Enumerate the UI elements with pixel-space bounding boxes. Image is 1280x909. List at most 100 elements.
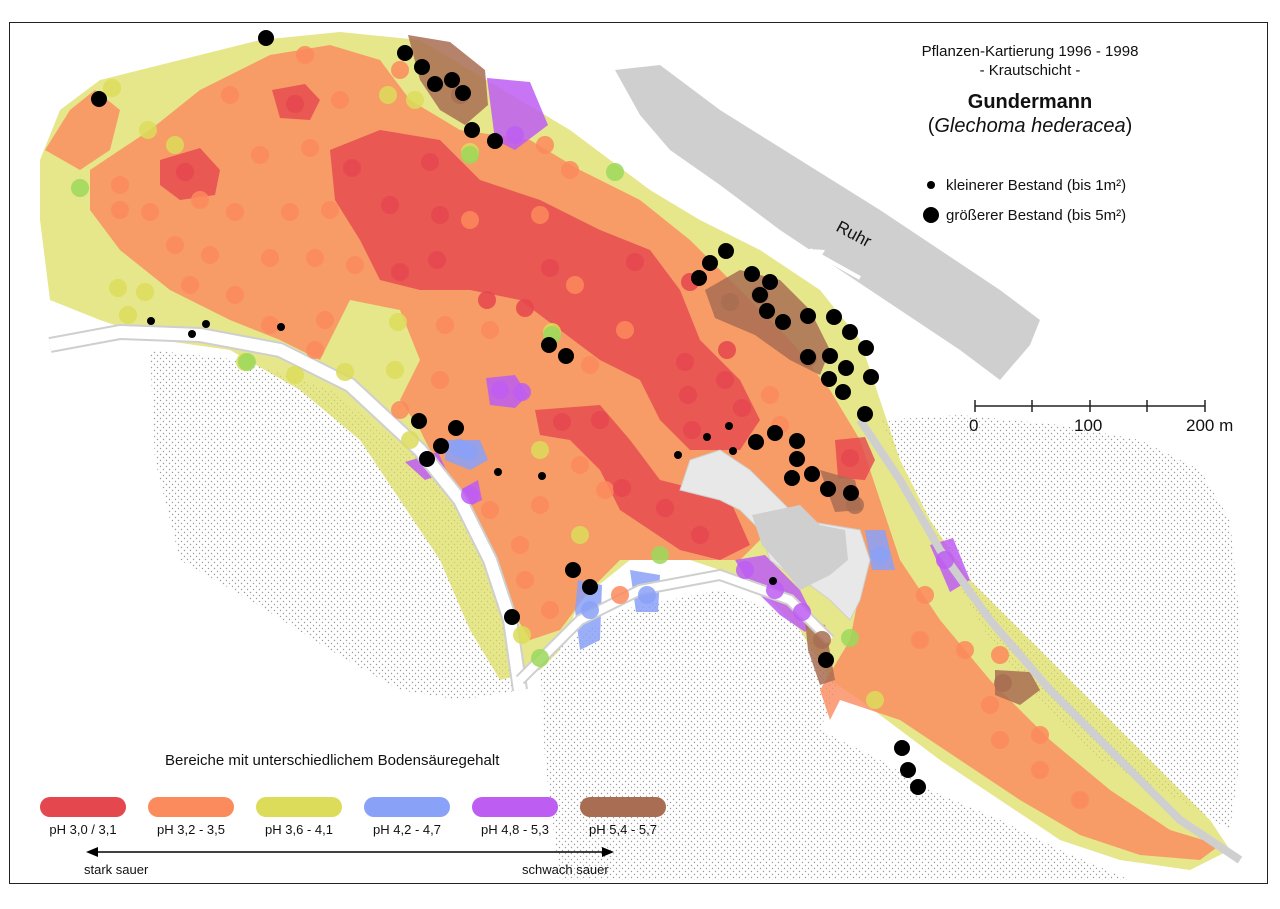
sample-point [571, 456, 589, 474]
stippled-area-east [880, 415, 1240, 830]
large-occurrence-dot [900, 762, 916, 778]
small-occurrence-dot [538, 472, 546, 480]
large-occurrence-dot [718, 243, 734, 259]
sample-point [841, 449, 859, 467]
large-occurrence-dot [433, 438, 449, 454]
large-occurrence-dot [541, 337, 557, 353]
sample-point [461, 211, 479, 229]
sample-point [541, 601, 559, 619]
sample-point [119, 306, 137, 324]
sample-point [431, 371, 449, 389]
sample-point [109, 279, 127, 297]
sample-point [166, 136, 184, 154]
large-occurrence-dot [427, 76, 443, 92]
sample-point [286, 95, 304, 113]
large-occurrence-dot [558, 348, 574, 364]
survey-title: Pflanzen-Kartierung 1996 - 1998 [921, 43, 1139, 60]
sample-point [343, 159, 361, 177]
small-occurrence-dot [494, 468, 502, 476]
sample-point [721, 293, 739, 311]
large-occurrence-dot [857, 406, 873, 422]
sample-point [191, 191, 209, 209]
sample-point [176, 163, 194, 181]
sample-point [316, 311, 334, 329]
scale-label-100: 100 [1074, 416, 1103, 435]
ph-label: pH 3,0 / 3,1 [49, 822, 117, 837]
sample-point [981, 696, 999, 714]
big-dot-icon [923, 207, 939, 223]
sample-point [516, 571, 534, 589]
sample-point [1071, 791, 1089, 809]
ph-legend: pH 3,0 / 3,1 pH 3,2 - 3,5 pH 3,6 - 4,1 p… [40, 797, 666, 837]
sample-point [406, 91, 424, 109]
small-occurrence-dot [674, 451, 682, 459]
sample-point [478, 291, 496, 309]
road-east [856, 417, 1243, 864]
sample-point [513, 383, 531, 401]
sample-point [813, 631, 831, 649]
sample-point [511, 536, 529, 554]
sample-point [553, 413, 571, 431]
sample-point [491, 381, 509, 399]
region-ph54-c [805, 620, 835, 685]
sample-point [261, 249, 279, 267]
sample-point [141, 203, 159, 221]
large-occurrence-dot [448, 420, 464, 436]
sample-point [596, 481, 614, 499]
scale-label-0: 0 [969, 416, 979, 435]
large-occurrence-dot [789, 433, 805, 449]
large-occurrence-dot [858, 340, 874, 356]
dot-legend: kleinerer Bestand (bis 1m²) größerer Bes… [916, 170, 1126, 230]
large-occurrence-dot [419, 451, 435, 467]
sample-point [911, 631, 929, 649]
sample-point [391, 401, 409, 419]
ph-class-36: pH 3,6 - 4,1 [256, 797, 342, 837]
large-occurrence-dot [800, 349, 816, 365]
large-occurrence-dot [752, 287, 768, 303]
sample-point [111, 176, 129, 194]
sample-point [566, 276, 584, 294]
survey-layer: - Krautschicht - [979, 62, 1081, 79]
large-occurrence-dot [910, 779, 926, 795]
sample-point [238, 353, 256, 371]
small-occurrence-dot [202, 320, 210, 328]
sample-point [321, 201, 339, 219]
sample-point [683, 421, 701, 439]
large-occurrence-dot [691, 270, 707, 286]
occurrence-dots [91, 30, 926, 795]
sample-point [691, 526, 709, 544]
sample-point [226, 286, 244, 304]
sample-point [638, 586, 656, 604]
ph-class-32: pH 3,2 - 3,5 [148, 797, 234, 837]
small-dot-icon [927, 181, 935, 189]
large-occurrence-dot [767, 425, 783, 441]
sample-point [531, 441, 549, 459]
sample-point [991, 731, 1009, 749]
large-occurrence-dot [775, 314, 791, 330]
sample-point [581, 356, 599, 374]
large-occurrence-dot [843, 485, 859, 501]
sample-point [606, 163, 624, 181]
stippled-area-west [150, 350, 520, 700]
sample-point [956, 641, 974, 659]
sample-point [221, 86, 239, 104]
acidity-arrow [86, 847, 614, 857]
ph-swatch [472, 797, 558, 817]
small-occurrence-dot [277, 323, 285, 331]
sample-point [616, 321, 634, 339]
region-ph32-nw [45, 90, 120, 170]
large-occurrence-dot [487, 133, 503, 149]
small-occurrence-dot [729, 447, 737, 455]
acidity-strong-label: stark sauer [84, 862, 149, 877]
ph-label: pH 3,2 - 3,5 [157, 822, 225, 837]
large-occurrence-dot [258, 30, 274, 46]
sample-point [531, 206, 549, 224]
sample-point [516, 299, 534, 317]
large-occurrence-dot [748, 434, 764, 450]
sample-point [391, 263, 409, 281]
sample-point [513, 626, 531, 644]
sample-point [651, 546, 669, 564]
sample-point [481, 501, 499, 519]
sample-point [386, 361, 404, 379]
sample-point [506, 126, 524, 144]
